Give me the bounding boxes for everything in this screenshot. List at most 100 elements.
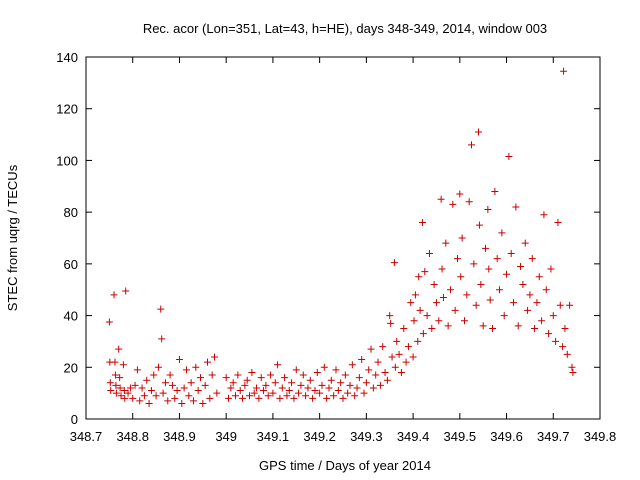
data-point <box>295 389 303 397</box>
y-tick-label: 60 <box>64 257 78 272</box>
data-point <box>236 387 244 395</box>
data-point <box>211 353 218 361</box>
data-point <box>485 265 493 273</box>
data-point <box>409 353 417 361</box>
x-tick-label: 349.8 <box>584 429 617 444</box>
data-point <box>157 305 165 313</box>
data-point <box>122 287 130 295</box>
data-point <box>390 259 398 267</box>
data-point <box>421 268 429 276</box>
data-point <box>521 239 529 247</box>
data-point <box>482 244 490 252</box>
data-point <box>309 394 317 402</box>
x-tick-label: 349.3 <box>350 429 383 444</box>
data-point <box>302 392 310 400</box>
data-point <box>110 291 118 299</box>
data-point <box>222 374 230 382</box>
data-point <box>288 379 296 387</box>
data-point <box>203 358 211 366</box>
data-point <box>437 195 445 203</box>
data-point <box>182 366 190 374</box>
data-point <box>496 286 504 294</box>
x-tick-label: 349.6 <box>490 429 523 444</box>
data-point <box>232 392 240 400</box>
data-point <box>276 394 284 402</box>
data-point <box>313 368 321 376</box>
y-tick-label: 140 <box>56 50 78 65</box>
data-point <box>556 301 564 309</box>
data-point <box>439 293 447 301</box>
data-point <box>171 394 179 402</box>
data-point <box>387 319 395 327</box>
y-tick-label: 40 <box>64 309 78 324</box>
data-point <box>391 363 399 371</box>
data-point <box>348 361 356 369</box>
data-point <box>411 291 419 299</box>
data-point <box>225 394 233 402</box>
data-point <box>119 361 127 369</box>
y-axis-label: STEC from uqrg / TECUs <box>5 164 20 311</box>
data-point <box>187 379 195 387</box>
data-point <box>388 353 396 361</box>
data-point <box>166 371 174 379</box>
data-point <box>320 363 328 371</box>
x-tick-label: 349.1 <box>257 429 290 444</box>
data-point <box>561 325 569 332</box>
data-point <box>449 200 457 208</box>
data-point <box>531 325 539 332</box>
data-point <box>117 392 125 400</box>
data-point <box>460 317 468 325</box>
data-point <box>444 322 452 330</box>
data-point <box>299 371 307 379</box>
data-point <box>337 379 345 387</box>
data-point <box>507 250 515 258</box>
data-point <box>327 376 335 384</box>
data-point <box>519 281 527 289</box>
data-point <box>112 389 120 397</box>
data-point <box>353 384 361 392</box>
data-point <box>360 389 368 397</box>
data-point <box>549 312 557 320</box>
data-point <box>477 281 485 289</box>
data-point <box>533 299 541 307</box>
data-point <box>168 381 176 389</box>
data-point <box>432 299 440 307</box>
data-point <box>402 358 410 366</box>
data-point <box>415 273 423 281</box>
data-point <box>311 387 319 395</box>
data-point <box>470 260 478 268</box>
data-point <box>414 337 422 345</box>
data-point <box>105 318 113 326</box>
data-point <box>524 306 532 314</box>
data-point <box>180 384 188 392</box>
data-point <box>475 128 483 136</box>
data-point <box>330 392 338 400</box>
data-point <box>106 379 114 387</box>
data-point <box>131 381 139 389</box>
data-point <box>243 376 251 384</box>
x-tick-label: 348.9 <box>163 429 196 444</box>
data-point <box>271 379 279 387</box>
data-point <box>145 399 153 407</box>
data-point <box>164 397 172 405</box>
data-point <box>528 255 536 263</box>
data-point <box>451 306 459 314</box>
data-point <box>383 376 391 384</box>
data-point <box>395 350 403 358</box>
data-point <box>416 306 424 314</box>
data-point <box>227 384 235 392</box>
data-point <box>489 325 497 332</box>
data-point <box>143 376 151 384</box>
data-point <box>306 376 314 384</box>
data-point <box>463 291 471 299</box>
data-point <box>278 384 286 392</box>
y-tick-label: 80 <box>64 205 78 220</box>
data-point <box>323 394 331 402</box>
data-point <box>133 366 141 374</box>
data-point <box>285 387 293 395</box>
data-point <box>512 203 520 211</box>
data-point <box>472 301 480 309</box>
x-axis-label: GPS time / Days of year 2014 <box>259 458 431 473</box>
x-axis-ticks: 348.7 348.8 348.9 349 349.1 349.2 349.3 349.4 34… <box>70 57 617 444</box>
data-point <box>367 345 375 353</box>
